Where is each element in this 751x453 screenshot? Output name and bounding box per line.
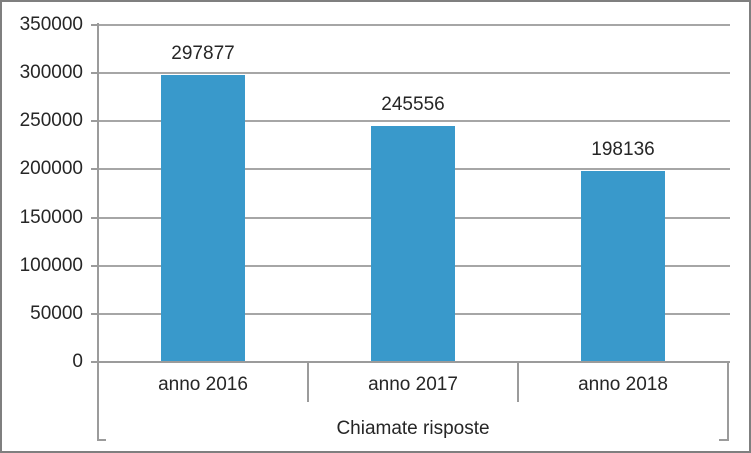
y-tick-label: 300000 (19, 62, 83, 84)
y-axis-tick (91, 168, 98, 171)
y-axis-tick (91, 361, 98, 363)
y-tick-label: 200000 (19, 158, 83, 180)
category-label: anno 2018 (578, 374, 668, 395)
y-tick-label: 0 (72, 351, 83, 372)
y-tick-label: 50000 (30, 302, 83, 324)
category-bracket-right (727, 362, 729, 441)
gridline (98, 24, 730, 26)
y-axis-tick (91, 216, 98, 219)
x-axis-line (97, 361, 730, 363)
gridline (98, 72, 730, 75)
y-axis-tick (91, 24, 98, 26)
y-tick-label: 150000 (19, 206, 83, 228)
category-separator (517, 362, 519, 402)
y-axis-tick (91, 120, 98, 123)
bracket-tick-left (98, 439, 106, 441)
bar-value-label: 198136 (591, 139, 655, 161)
y-axis-tick (91, 264, 98, 267)
category-label: anno 2016 (158, 374, 248, 395)
category-label: anno 2017 (368, 374, 458, 395)
bar (371, 125, 455, 362)
y-axis-tick (91, 312, 98, 315)
bar-value-label: 245556 (381, 93, 445, 115)
category-separator (307, 362, 309, 402)
bracket-tick-right (719, 439, 727, 441)
gridline (98, 120, 730, 123)
x-axis-title: Chiamate risposte (336, 418, 490, 439)
y-tick-label: 250000 (19, 110, 83, 132)
bar (581, 171, 665, 362)
bar (161, 75, 245, 362)
y-axis-tick (91, 72, 98, 75)
y-tick-label: 100000 (19, 254, 83, 276)
y-tick-label: 350000 (19, 14, 83, 35)
y-axis-line (97, 23, 99, 441)
bar-value-label: 297877 (171, 43, 235, 65)
